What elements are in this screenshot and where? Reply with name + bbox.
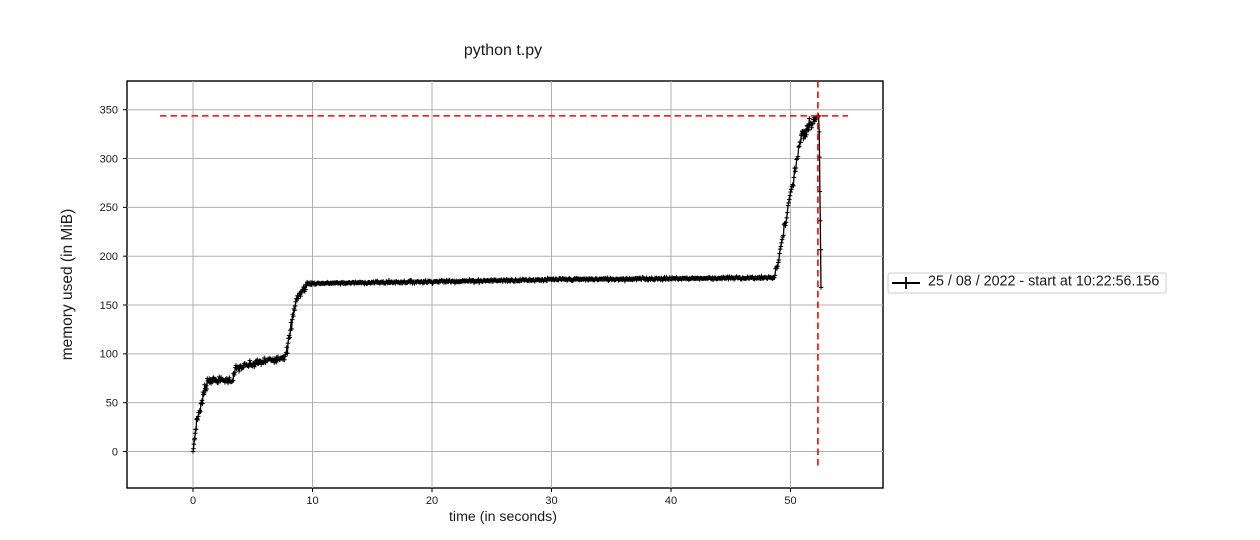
svg-text:0: 0 [190,495,196,507]
svg-text:300: 300 [100,153,118,165]
svg-text:200: 200 [100,251,118,263]
svg-text:250: 250 [100,202,118,214]
svg-text:memory used (in MiB): memory used (in MiB) [59,209,76,361]
svg-text:time (in seconds): time (in seconds) [449,509,557,525]
svg-text:python t.py: python t.py [464,42,542,59]
svg-text:10: 10 [306,495,318,507]
svg-text:150: 150 [100,300,118,312]
svg-text:40: 40 [665,495,677,507]
svg-text:0: 0 [112,446,118,458]
svg-text:25 / 08 / 2022 - start at 10:2: 25 / 08 / 2022 - start at 10:22:56.156 [928,274,1159,290]
svg-text:100: 100 [100,349,118,361]
svg-text:30: 30 [545,495,557,507]
svg-text:20: 20 [426,495,438,507]
svg-text:50: 50 [784,495,796,507]
svg-text:50: 50 [106,398,118,410]
svg-text:350: 350 [100,105,118,117]
